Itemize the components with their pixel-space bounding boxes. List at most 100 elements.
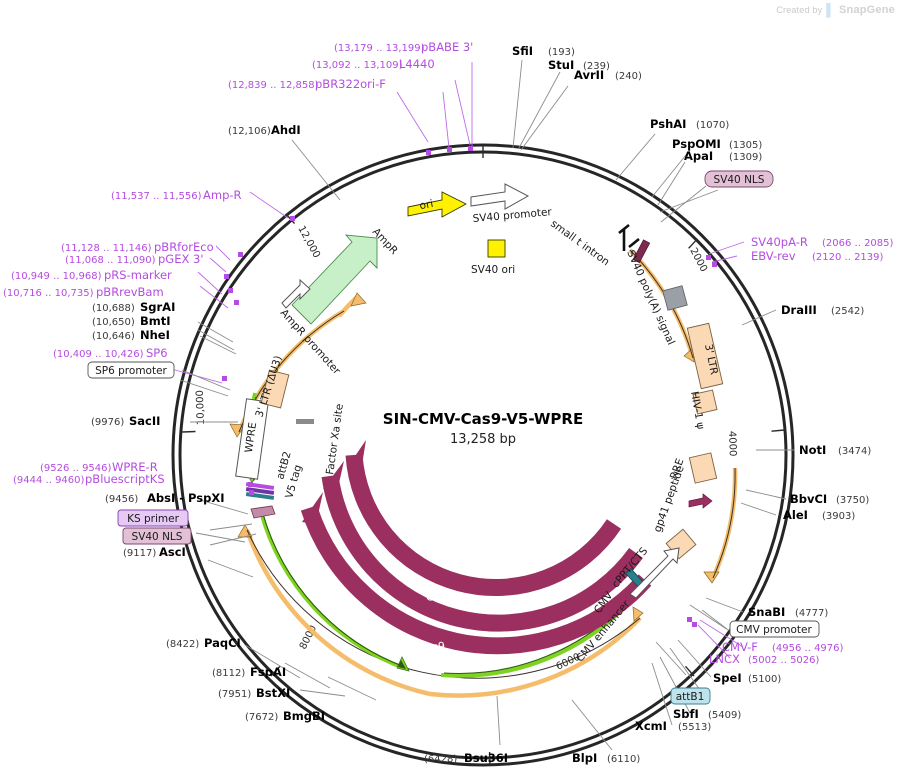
enzyme-name-ahdi: AhdI <box>271 123 301 137</box>
enzyme-pos-fspai: (8112) <box>212 668 245 679</box>
ltr3-label: 3' LTR <box>702 343 720 376</box>
wpre-label: WPRE <box>243 422 259 454</box>
enzyme-name-asci: AscI <box>159 545 186 559</box>
enzyme-name-alei: AleI <box>783 508 808 522</box>
badge-attb1-label: attB1 <box>676 691 705 703</box>
sv40-ori-feature[interactable]: SV40 ori <box>471 239 515 276</box>
primer-name-l4440: L4440 <box>399 57 435 71</box>
enzyme-name-sbfi: SbfI <box>673 707 699 721</box>
enzyme-name-sacii: SacII <box>129 414 160 428</box>
badge-cmv-promoter-label: CMV promoter <box>736 624 812 636</box>
primer-name-ampr: Amp-R <box>203 188 242 202</box>
plasmid-size: 13,258 bp <box>450 432 516 447</box>
enzyme-pos-paqci: (8422) <box>166 639 199 650</box>
enzyme-name-bbvci: BbvCI <box>790 492 827 506</box>
badge-sv40-nls-left[interactable]: SV40 NLS <box>122 527 192 545</box>
enzyme-pos-bstxi: (7951) <box>218 689 251 700</box>
cas9-label-middle: Cas9 <box>425 587 454 604</box>
badge-sv40-nls-top[interactable]: SV40 NLS <box>704 170 774 188</box>
badge-cmv-promoter[interactable]: CMV promoter <box>729 620 820 638</box>
enzyme-pos-blpi: (6110) <box>607 754 640 765</box>
primer-pos-pbrrevbam: (10,716 .. 10,735) <box>3 288 94 299</box>
snapgene-watermark: Created by ▌ SnapGene <box>776 3 895 17</box>
enzyme-pos-pspomi: (1305) <box>729 140 762 151</box>
enzyme-name-bmgbi: BmgBI <box>283 709 325 723</box>
cas9-arc-middle[interactable]: Cas9 <box>321 461 643 632</box>
sv40-promoter-feature[interactable]: SV40 promoter <box>470 183 553 225</box>
enzyme-pos-sacii: (9976) <box>91 417 124 428</box>
enzyme-pos-sgrai: (10,688) <box>92 303 135 314</box>
enzyme-pos-sbfi: (5409) <box>708 710 741 721</box>
enzyme-name-noti: NotI <box>799 443 826 457</box>
enzyme-pos-avrii: (240) <box>615 71 642 82</box>
primer-pos-pbabe3: (13,179 .. 13,199) <box>334 43 425 54</box>
primer-pos-pbluescriptks: (9444 .. 9460) <box>13 475 85 486</box>
enzyme-pos-absi: (9456) <box>105 494 138 505</box>
badge-sv40-nls-left-label: SV40 NLS <box>132 531 183 543</box>
primer-pos-sp6: (10,409 .. 10,426) <box>53 349 144 360</box>
primer-name-lncx: LNCX <box>709 652 740 666</box>
enzyme-pos-bmgbi: (7672) <box>245 712 278 723</box>
enzyme-pos-bsu36i: (6428) <box>424 754 457 765</box>
primer-name-pgex3: pGEX 3' <box>158 252 204 266</box>
tick-4000: 4000 <box>726 431 738 457</box>
cas9-arc-outer[interactable]: Cas9 <box>300 492 652 656</box>
cas9-arc-inner[interactable]: Cas9 <box>345 440 622 596</box>
rre-feature[interactable]: RRE <box>668 452 718 484</box>
primer-name-pbrforeco: pBRforEco <box>154 240 214 254</box>
badge-attb1[interactable]: attB1 <box>670 687 711 705</box>
primer-name-pbrrevbam: pBRrevBam <box>96 285 164 299</box>
small-t-intron-feature[interactable]: small t intron <box>548 218 640 269</box>
badge-sp6-promoter[interactable]: SP6 promoter <box>87 361 175 379</box>
ltr3-feature[interactable]: 3' LTR <box>686 322 724 390</box>
badge-sv40-nls-top-label: SV40 NLS <box>714 174 765 186</box>
watermark-brand: SnapGene <box>838 4 895 16</box>
ruler-labels: 2000 4000 6000 8000 10,000 12,000 <box>195 224 738 673</box>
enzyme-name-snabi: SnaBI <box>748 605 785 619</box>
enzyme-pos-bbvci: (3750) <box>836 495 869 506</box>
primer-pos-wprer: (9526 .. 9546) <box>40 463 112 474</box>
badge-ks-primer-label: KS primer <box>127 513 179 525</box>
watermark-prefix: Created by <box>776 5 823 15</box>
enzyme-name-bstxi: BstXI <box>256 686 290 700</box>
enzyme-name-fspai: FspAI <box>250 665 286 679</box>
plasmid-name: SIN-CMV-Cas9-V5-WPRE <box>383 410 583 428</box>
primer-pos-cmvf: (4956 .. 4976) <box>772 643 844 654</box>
enzyme-pos-asci: (9117) <box>123 548 156 559</box>
grey-feature[interactable] <box>662 285 688 311</box>
primer-name-sv40par: SV40pA-R <box>751 235 808 249</box>
primer-pos-ampr: (11,537 .. 11,556) <box>111 191 202 202</box>
orange-arrow-heads <box>229 292 720 622</box>
primer-pos-l4440: (13,092 .. 13,109) <box>312 60 403 71</box>
enzyme-name-pspomi: PspOMI <box>672 137 721 151</box>
primer-pos-sv40par: (2066 .. 2085) <box>822 238 894 249</box>
ori-feature[interactable]: ori <box>407 191 467 218</box>
wpre-feature[interactable]: WPRE <box>235 398 269 480</box>
hiv-psi-feature[interactable]: HIV-1 ψ <box>688 389 718 430</box>
factor-xa-feature[interactable]: Factor Xa site <box>296 403 346 475</box>
enzyme-pos-nhei: (10,646) <box>92 331 135 342</box>
enzyme-name-bmti: BmtI <box>140 314 171 328</box>
enzyme-name-absi: AbsI - PspXI <box>147 491 225 505</box>
primer-pos-pbr322orif: (12,839 .. 12,858) <box>228 80 319 91</box>
primer-name-pbabe3: pBABE 3' <box>421 40 473 54</box>
tick-10000: 10,000 <box>195 390 207 425</box>
enzyme-pos-alei: (3903) <box>822 511 855 522</box>
enzyme-pos-stui: (239) <box>583 61 610 72</box>
primer-name-prsmarker: pRS-marker <box>104 268 172 282</box>
primer-name-pbr322orif: pBR322ori-F <box>315 77 386 91</box>
enzyme-name-sfii: SfiI <box>512 44 533 58</box>
enzyme-name-apai: ApaI <box>684 149 713 163</box>
sv40-ori-label: SV40 ori <box>471 264 515 276</box>
primer-name-sp6: SP6 <box>146 346 168 360</box>
primer-name-pbluescriptks: pBluescriptKS <box>85 472 165 486</box>
primer-name-ebvrev: EBV-rev <box>751 249 796 263</box>
enzyme-name-blpi: BlpI <box>572 751 597 765</box>
primer-pos-pbrforeco: (11,128 .. 11,146) <box>61 243 152 254</box>
small-t-intron-label: small t intron <box>548 218 611 269</box>
enzyme-name-pshai: PshAI <box>650 117 686 131</box>
badge-ks-primer[interactable]: KS primer <box>117 509 189 527</box>
sv40-promoter-label: SV40 promoter <box>472 206 553 225</box>
enzyme-pos-sfii: (193) <box>548 47 575 58</box>
